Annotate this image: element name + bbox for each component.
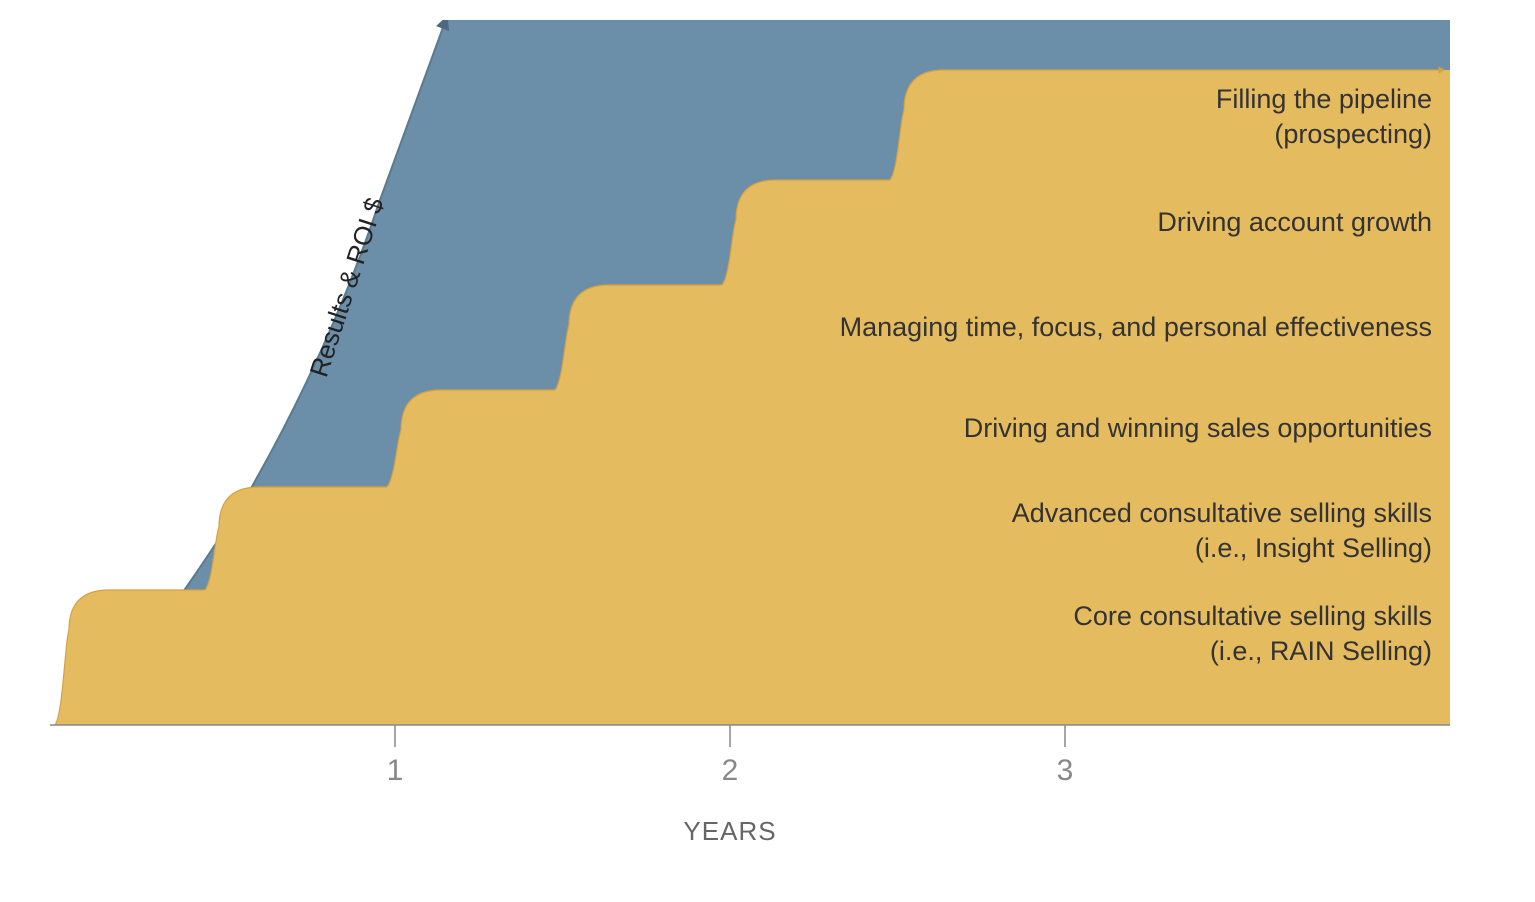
step-label-3-line1: Managing time, focus, and personal effec…: [840, 312, 1432, 342]
chart-svg: Core consultative selling skills (i.e., R…: [50, 20, 1450, 880]
step-label-1-line2: (i.e., Insight Selling): [1195, 533, 1432, 563]
stepped-roi-chart: Core consultative selling skills (i.e., R…: [50, 20, 1450, 880]
step-label-0-line1: Core consultative selling skills: [1073, 601, 1432, 631]
x-axis-label: YEARS: [683, 816, 776, 846]
x-tick-label-0: 1: [387, 754, 404, 787]
x-tick-label-2: 3: [1057, 754, 1074, 787]
step-label-0-line2: (i.e., RAIN Selling): [1210, 636, 1432, 666]
step-label-5-line2: (prospecting): [1274, 119, 1432, 149]
step-label-1-line1: Advanced consultative selling skills: [1012, 498, 1432, 528]
x-tick-label-1: 2: [722, 754, 739, 787]
step-label-2-line1: Driving and winning sales opportunities: [964, 413, 1432, 443]
step-label-4-line1: Driving account growth: [1157, 207, 1432, 237]
step-label-5-line1: Filling the pipeline: [1216, 84, 1432, 114]
